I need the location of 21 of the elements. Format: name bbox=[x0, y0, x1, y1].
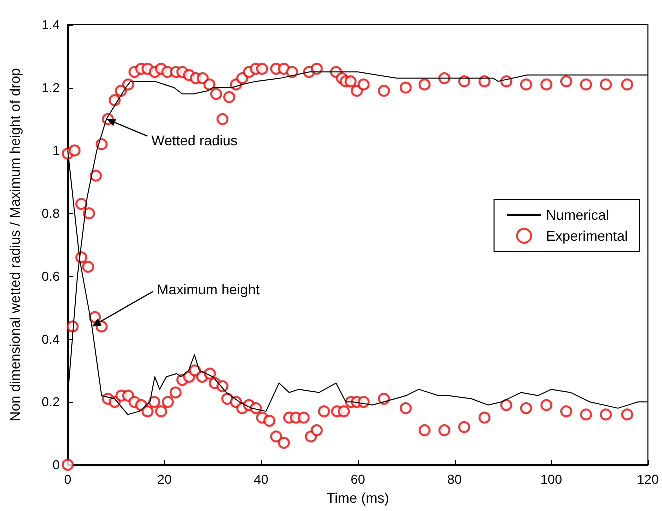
x-tick-label: 60 bbox=[350, 472, 366, 487]
annotation: Wetted radius bbox=[152, 132, 238, 148]
y-axis-title: Non dimensional wetted radius / Maximum height of drop bbox=[7, 68, 23, 422]
x-tick-label: 0 bbox=[64, 472, 72, 487]
annotation: Maximum height bbox=[157, 282, 260, 298]
y-tick-label: 0 bbox=[52, 458, 60, 472]
legend-label: Experimental bbox=[546, 228, 628, 244]
y-tick-label: 0.2 bbox=[42, 394, 60, 410]
y-tick-label: 0.8 bbox=[42, 206, 60, 222]
y-tick-label: 1.2 bbox=[42, 80, 60, 96]
x-axis-title: Time (ms) bbox=[326, 490, 390, 506]
y-tick-label: 0.4 bbox=[42, 332, 60, 347]
x-tick-label: 120 bbox=[637, 472, 660, 487]
x-tick-label: 20 bbox=[157, 472, 172, 487]
legend-label: Numerical bbox=[546, 207, 610, 223]
x-tick-label: 100 bbox=[540, 472, 562, 487]
x-tick-label: 80 bbox=[448, 472, 462, 487]
y-tick-label: 1 bbox=[52, 143, 60, 158]
y-tick-label: 1.4 bbox=[42, 18, 60, 32]
y-tick-label: 0.6 bbox=[42, 268, 60, 284]
x-tick-label: 40 bbox=[254, 472, 269, 487]
